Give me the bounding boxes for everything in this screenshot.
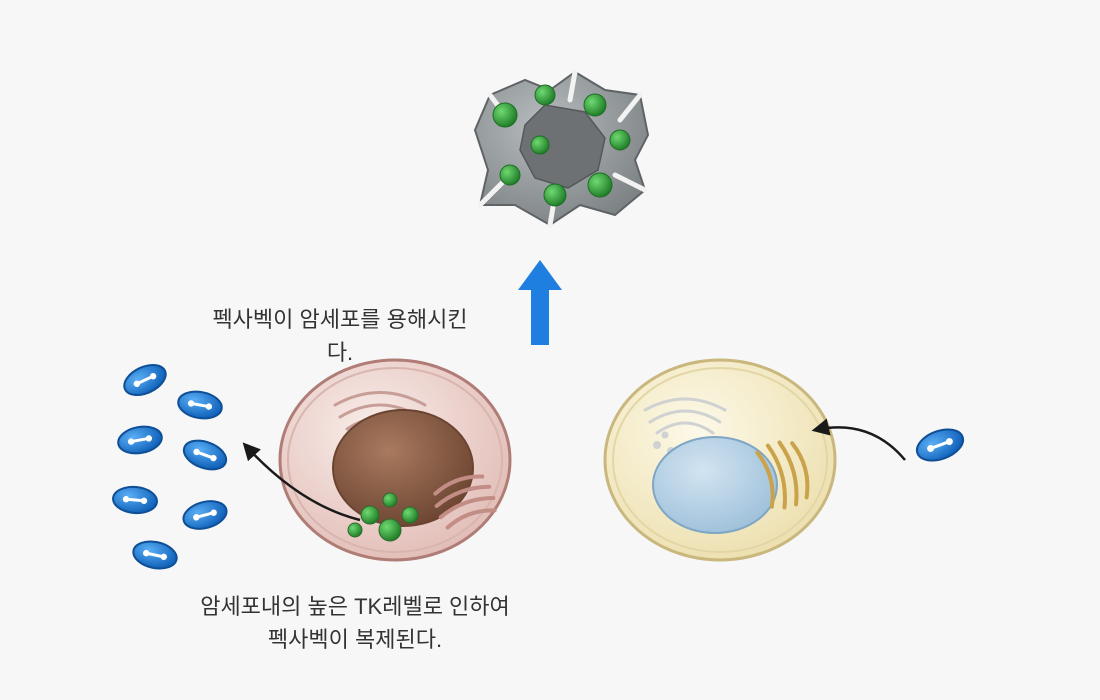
up-arrow-icon (518, 260, 562, 345)
virus-right (913, 424, 968, 467)
lysed-cell (475, 72, 648, 225)
diagram-svg (0, 0, 1100, 700)
virus-cluster-left (112, 359, 230, 572)
cancer-cell (280, 360, 510, 560)
diagram-stage: 펙사벡이 암세포를 용해시킨다. 암세포내의 높은 TK레벨로 인하여 펙사벡이… (0, 0, 1100, 700)
label-top: 펙사벡이 암세포를 용해시킨다. (200, 303, 480, 369)
label-bottom: 암세포내의 높은 TK레벨로 인하여 펙사벡이 복제된다. (190, 590, 520, 656)
normal-cell (605, 360, 835, 560)
